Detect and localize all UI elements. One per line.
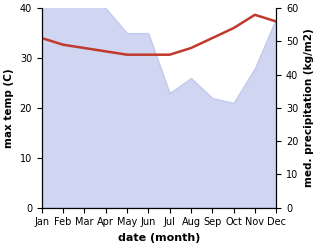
Y-axis label: max temp (C): max temp (C) <box>4 68 14 148</box>
X-axis label: date (month): date (month) <box>118 233 200 243</box>
Y-axis label: med. precipitation (kg/m2): med. precipitation (kg/m2) <box>304 28 314 187</box>
